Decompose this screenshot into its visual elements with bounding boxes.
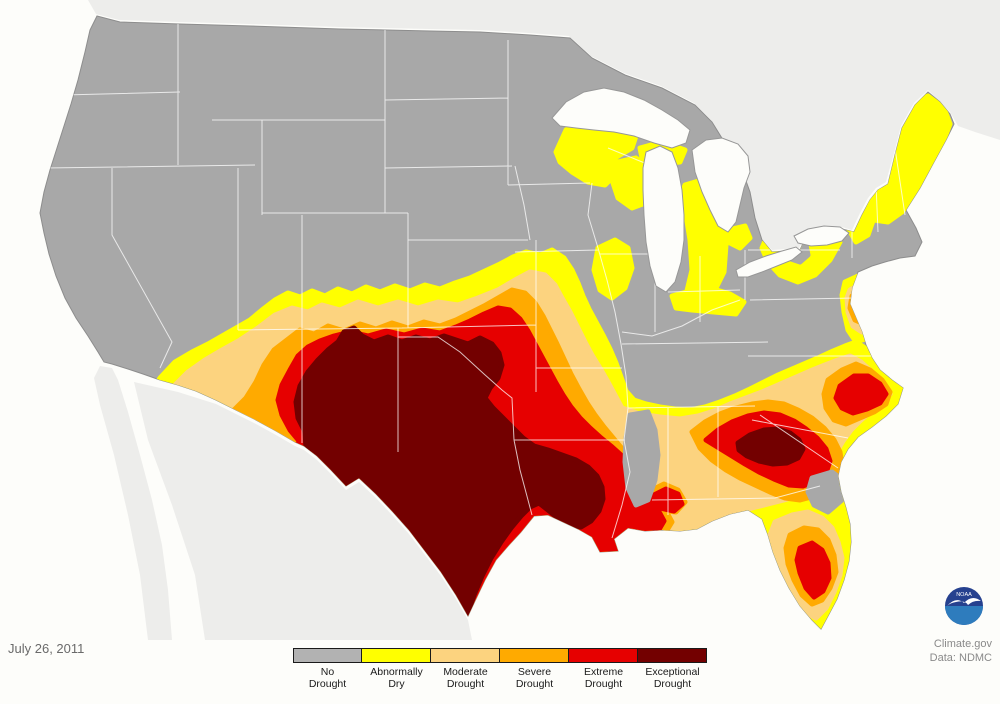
lake-erie [735,246,803,278]
legend-item-severe: Severe Drought [499,648,569,691]
drought-layer-exceptional [293,325,806,629]
legend-swatch-abnormally-dry [361,648,431,663]
credit-source: Climate.gov [933,638,992,650]
legend-swatch-exceptional [637,648,707,663]
legend-item-extreme: Extreme Drought [568,648,638,691]
legend-label-no-drought: No Drought [308,666,347,691]
legend-swatch-extreme [568,648,638,663]
state-borders [44,18,906,539]
noaa-text: NOAA [956,592,972,598]
legend-label-abnormally-dry: Abnormally Dry [370,666,423,691]
legend-swatch-severe [499,648,569,663]
legend-item-moderate: Moderate Drought [430,648,500,691]
lake-ontario [793,225,850,247]
legend-item-abnormally-dry: Abnormally Dry [361,648,431,691]
legend-item-exceptional: Exceptional Drought [637,648,707,691]
baja-shape [94,366,172,640]
legend-swatch-moderate [430,648,500,663]
lake-michigan [642,145,685,293]
legend-label-exceptional: Exceptional Drought [645,666,700,691]
legend-item-no-drought: No Drought [293,648,362,690]
neighbor-land [88,0,1000,640]
drought-legend: No Drought Abnormally Dry Moderate Drought … [293,648,707,690]
great-lakes [551,87,850,293]
legend-label-severe: Severe Drought [515,666,554,691]
credit-data: Data: NDMC [929,651,992,664]
canada-shape [88,0,1000,250]
noaa-logo-icon: NOAA [945,587,983,625]
mexico-shape [134,382,472,640]
credits: Climate.gov Data: NDMC [930,638,992,666]
map-date: July 26, 2011 [8,641,85,656]
legend-swatch-no-drought [293,648,362,663]
legend-label-moderate: Moderate Drought [443,666,488,691]
legend-label-extreme: Extreme Drought [583,666,624,691]
us-drought-map [39,0,1000,640]
lake-superior [551,87,691,149]
lake-huron [691,137,751,233]
